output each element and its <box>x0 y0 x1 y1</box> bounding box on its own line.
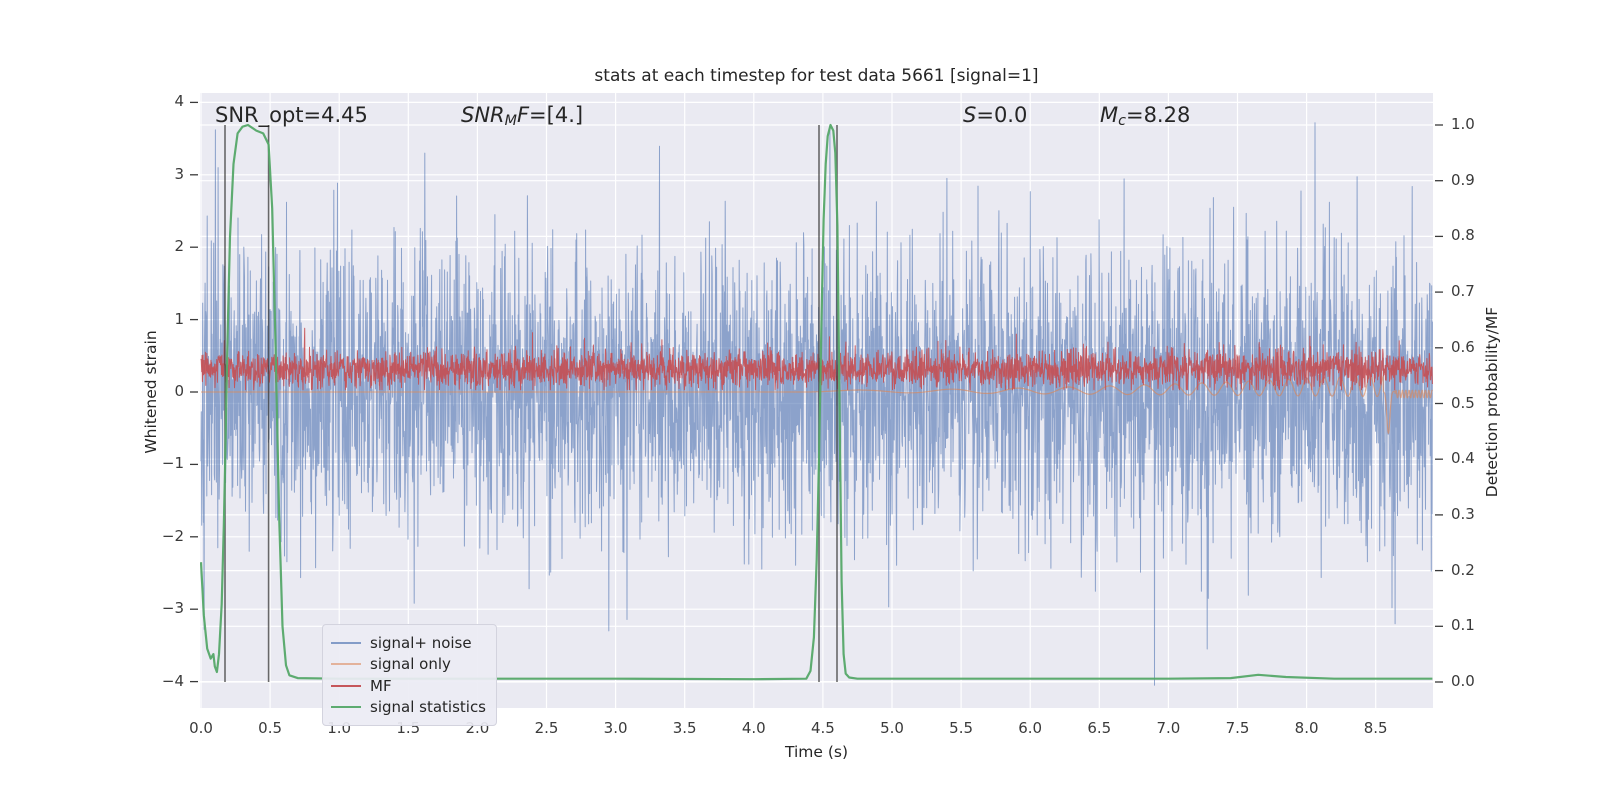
legend-item-label: MF <box>370 676 392 695</box>
y-right-tick-label: 0.4 <box>1451 449 1475 468</box>
y-left-tick-label: 1 <box>174 309 184 328</box>
x-tick-label: 5.0 <box>880 719 904 737</box>
y-left-tick-label: −1 <box>161 454 184 473</box>
annotation-snr-mf-sub: M <box>504 112 517 129</box>
y-left-tick-label: −3 <box>161 599 184 618</box>
y-axis-label-right: Detection probability/MF <box>1483 306 1501 498</box>
legend-item: signal only <box>331 654 486 676</box>
x-tick-label: 7.0 <box>1156 719 1181 737</box>
series-MF <box>200 327 1433 391</box>
series-signal-statistics <box>200 123 1433 681</box>
annotation-mc-sub: c <box>1118 112 1126 129</box>
y-right-tick-label: 0.0 <box>1451 672 1475 690</box>
x-tick-label: 3.0 <box>603 719 628 737</box>
legend-item-label: signal+ noise <box>370 633 472 652</box>
annotation-s-pre: S <box>963 103 977 127</box>
y-left-tick-label: 0 <box>174 382 184 400</box>
legend-item: signal+ noise <box>331 632 486 654</box>
chart-title: stats at each timestep for test data 566… <box>594 66 1039 86</box>
x-tick-label: 2.5 <box>534 719 559 737</box>
legend-rows: signal+ noise signal only MF signal statist… <box>331 632 486 718</box>
y-right-tick-label: 0.9 <box>1451 170 1475 189</box>
tick-marks <box>190 101 1443 683</box>
legend-line-swatch <box>331 663 361 666</box>
x-tick-label: 6.0 <box>1018 719 1043 737</box>
annotation-snr-mf: SNRMF=[4.] <box>461 103 583 129</box>
x-tick-label: 8.0 <box>1294 719 1319 737</box>
annotation-snr-opt-text: SNR_opt=4.45 <box>215 103 368 127</box>
y-left-tick-label: 2 <box>174 237 184 256</box>
x-tick-label: 3.5 <box>672 719 697 737</box>
x-axis-label: Time (s) <box>784 743 849 761</box>
annotation-s: S=0.0 <box>963 103 1027 127</box>
y-right-tick-label: 0.6 <box>1451 337 1475 356</box>
legend: signal+ noise signal only MF signal statist… <box>322 624 497 726</box>
legend-line-swatch <box>331 641 361 644</box>
y-left-tick-label: −4 <box>161 671 184 690</box>
legend-item-label: signal only <box>370 655 451 674</box>
x-tick-label: 7.5 <box>1225 719 1250 737</box>
x-tick-label: 4.0 <box>741 719 766 737</box>
y-right-tick-label: 0.5 <box>1451 393 1475 412</box>
annotation-mc-rest: =8.28 <box>1125 103 1191 127</box>
x-tick-label: 8.5 <box>1363 719 1388 737</box>
y-right-tick-label: 0.3 <box>1451 504 1475 523</box>
y-left-tick-label: −2 <box>161 526 184 545</box>
x-tick-label: 5.5 <box>949 719 974 737</box>
annotation-mc-pre: M <box>1100 103 1119 127</box>
annotation-snr-opt: SNR_opt=4.45 <box>215 103 368 127</box>
annotation-s-rest: =0.0 <box>976 103 1028 127</box>
annotation-snr-mf-mid: F <box>516 103 530 127</box>
y-right-tick-label: 0.7 <box>1451 282 1475 301</box>
annotation-snr-mf-pre: SNR <box>461 103 505 127</box>
y-right-tick-label: 0.1 <box>1451 616 1475 635</box>
y-right-tick-label: 0.8 <box>1451 226 1475 245</box>
x-tick-label: 6.5 <box>1087 719 1112 737</box>
legend-line-swatch <box>331 706 361 709</box>
data-layer <box>200 122 1433 686</box>
annotation-snr-mf-rest: =[4.] <box>529 103 584 127</box>
y-right-tick-label: 0.2 <box>1451 560 1475 579</box>
legend-item-label: signal statistics <box>370 698 487 717</box>
x-tick-label: 4.5 <box>810 719 835 737</box>
legend-item: MF <box>331 675 486 697</box>
y-left-tick-label: 3 <box>174 164 184 183</box>
y-left-tick-label: 4 <box>174 92 184 111</box>
x-tick-label: 0.5 <box>258 719 283 737</box>
x-tick-label: 0.0 <box>189 719 213 737</box>
y-right-tick-label: 1.0 <box>1451 115 1475 133</box>
legend-line-swatch <box>331 684 361 687</box>
annotation-mc: Mc=8.28 <box>1100 103 1190 129</box>
legend-item: signal statistics <box>331 697 486 719</box>
